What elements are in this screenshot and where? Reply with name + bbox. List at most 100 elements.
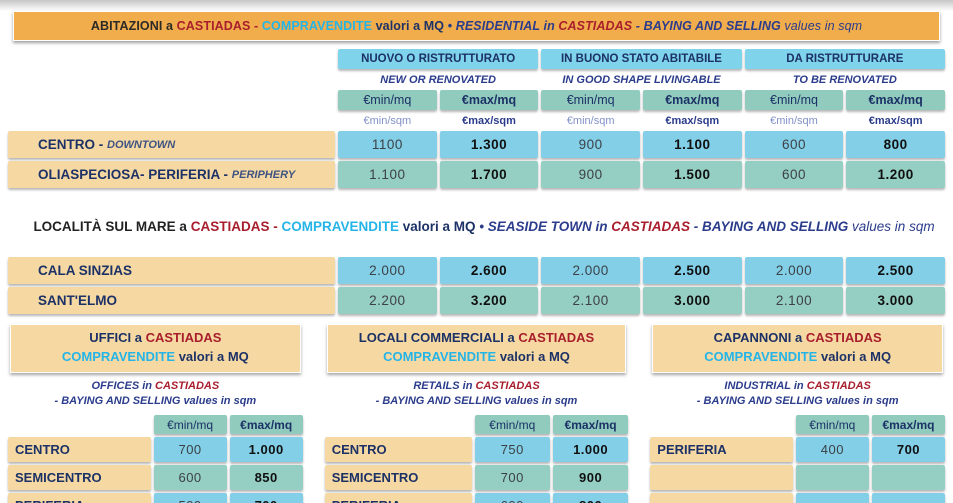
- value-cell: 3.000: [846, 287, 945, 314]
- banner-buying-selling: - BAYING AND SELLING: [632, 19, 785, 33]
- row-label: PERIFERIA: [324, 493, 472, 503]
- col-header-min: €min/mq: [744, 90, 844, 110]
- banner-valori: valori a MQ: [372, 19, 448, 33]
- header-spacer: [8, 113, 335, 128]
- value-cell: 700: [871, 437, 945, 463]
- industrial-castiadas: CASTIADAS: [805, 330, 882, 345]
- offices-compravendite: COMPRAVENDITE: [61, 348, 176, 364]
- offices-valori: valori a MQ: [175, 348, 249, 364]
- value-cell: 2.500: [642, 257, 742, 284]
- col-header-min: €min/mq: [541, 90, 640, 110]
- retail-colheader-row: €min/mq €max/mq: [325, 415, 629, 435]
- group-header-renovate: DA RISTRUTTURARE: [744, 49, 945, 69]
- retail-sub-castiadas: CASTIADAS: [475, 379, 540, 392]
- col-header-max: €max/mq: [439, 90, 539, 110]
- banner-castiadas-en: CASTIADAS: [558, 19, 633, 33]
- row-label: CENTRO: [8, 437, 151, 463]
- value-cell: 700: [474, 465, 550, 491]
- value-cell: 700: [153, 437, 227, 463]
- value-cell: 700: [229, 493, 303, 503]
- industrial-header: CAPANNONI a CASTIADAS COMPRAVENDITE valor…: [652, 324, 943, 373]
- offices-title-it: UFFICI a: [89, 330, 146, 345]
- industrial-sub-castiadas: CASTIADAS: [806, 379, 871, 392]
- retail-title-it: LOCALI COMMERCIALI a: [358, 330, 519, 345]
- value-cell: 900: [541, 161, 640, 188]
- value-cell: 2.000: [541, 257, 640, 284]
- table-row: SEMICENTRO 700 900: [324, 465, 629, 491]
- value-cell: 850: [229, 465, 303, 491]
- value-cell: [871, 493, 945, 503]
- value-cell: 1.000: [552, 437, 629, 463]
- value-cell: 1.700: [439, 161, 539, 188]
- row-label-it: OLIASPECIOSA- PERIFERIA -: [38, 167, 232, 182]
- retail-sub-en: RETAILS in: [413, 379, 476, 392]
- col-header-min-sqm: €min/sqm: [363, 114, 412, 127]
- offices-sub-castiadas: CASTIADAS: [155, 379, 220, 392]
- value-cell: 3.200: [439, 287, 539, 314]
- value-cell: 900: [541, 131, 640, 158]
- industrial-table: CAPANNONI a CASTIADAS COMPRAVENDITE valor…: [650, 324, 945, 503]
- row-label-it: CALA SINZIAS: [38, 263, 132, 278]
- offices-sub-en: OFFICES in: [91, 379, 156, 392]
- seaside-valori: valori a MQ: [398, 219, 480, 234]
- col-header-min: €min/mq: [338, 90, 437, 110]
- header-spacer: [8, 415, 151, 434]
- col-header-max: €max/mq: [871, 415, 945, 435]
- row-label: CENTRO - DOWNTOWN: [8, 131, 335, 158]
- industrial-valori: valori a MQ: [817, 348, 892, 364]
- retail-table: LOCALI COMMERCIALI a CASTIADAS COMPRAVEND…: [324, 324, 629, 503]
- value-cell: 1.100: [642, 131, 742, 158]
- seaside-compravendite: COMPRAVENDITE: [281, 219, 399, 234]
- retail-valori: valori a MQ: [496, 348, 570, 364]
- col-header-min: €min/mq: [153, 415, 227, 435]
- industrial-colheader-row: €min/mq €max/mq: [650, 415, 945, 435]
- table-row: CENTRO 750 1.000: [324, 437, 629, 463]
- banner-residential-en: • RESIDENTIAL in: [447, 19, 559, 33]
- value-cell: 500: [153, 493, 227, 503]
- header-spacer: [325, 415, 472, 434]
- row-label: OLIASPECIOSA- PERIFERIA - PERIPHERY: [8, 161, 335, 188]
- col-header-min: €min/mq: [474, 415, 550, 435]
- col-header-max: €max/mq: [229, 415, 303, 435]
- value-cell: 2.100: [541, 287, 640, 314]
- table-row-santelmo: SANT'ELMO 2.200 3.200 2.100 3.000 2.100 …: [8, 287, 945, 314]
- table-row-empty: [650, 465, 945, 491]
- value-cell: 400: [795, 437, 869, 463]
- industrial-sub-en: INDUSTRIAL in: [724, 379, 807, 392]
- value-cell: 1.200: [846, 161, 945, 188]
- banner-values-sqm: values in sqm: [784, 19, 863, 33]
- seaside-castiadas-en: CASTIADAS: [611, 219, 691, 234]
- row-label-it: CENTRO -: [38, 137, 107, 152]
- col-header-max-sqm: €max/sqm: [665, 114, 720, 127]
- industrial-subtitle: INDUSTRIAL in CASTIADAS - BAYING AND SELL…: [650, 379, 945, 409]
- value-cell: [795, 493, 869, 503]
- value-cell: 3.000: [642, 287, 742, 314]
- col-header-max-sqm: €max/sqm: [462, 114, 516, 127]
- value-cell: 600: [744, 161, 844, 188]
- table-row: PERIFERIA 500 700: [8, 493, 303, 503]
- value-cell: 2.600: [439, 257, 539, 284]
- condition-group-header-row: NUOVO O RISTRUTTURATO IN BUONO STATO ABI…: [8, 49, 945, 69]
- value-cell: 1.500: [642, 161, 742, 188]
- residential-banner: ABITAZIONI a CASTIADAS - COMPRAVENDITE v…: [13, 11, 940, 41]
- group-header-new: NUOVO O RISTRUTTURATO: [338, 49, 539, 69]
- value-cell: 2.200: [338, 287, 437, 314]
- col-header-min-sqm: €min/sqm: [566, 114, 615, 127]
- row-label: SEMICENTRO: [8, 465, 151, 491]
- table-row-empty: [650, 493, 945, 503]
- minmax-header-row: €min/mq €max/mq €min/mq €max/mq €min/mq …: [8, 90, 945, 110]
- banner-castiadas: CASTIADAS: [176, 19, 251, 33]
- value-cell: 2.000: [744, 257, 844, 284]
- group-header-good-en: IN GOOD SHAPE LIVINGABLE: [562, 73, 721, 86]
- offices-table: UFFICI a CASTIADAS COMPRAVENDITE valori a…: [8, 324, 303, 503]
- col-header-max: €max/mq: [642, 90, 742, 110]
- top-shadow-gradient: [0, 0, 953, 11]
- retail-castiadas: CASTIADAS: [518, 330, 595, 345]
- header-spacer: [650, 415, 793, 434]
- value-cell: 600: [474, 493, 550, 503]
- table-row: PERIFERIA 600 800: [324, 493, 629, 503]
- value-cell: 900: [552, 465, 629, 491]
- offices-sub-line2: - BAYING AND SELLING values in sqm: [54, 394, 257, 407]
- value-cell: [871, 465, 945, 491]
- value-cell: 800: [552, 493, 629, 503]
